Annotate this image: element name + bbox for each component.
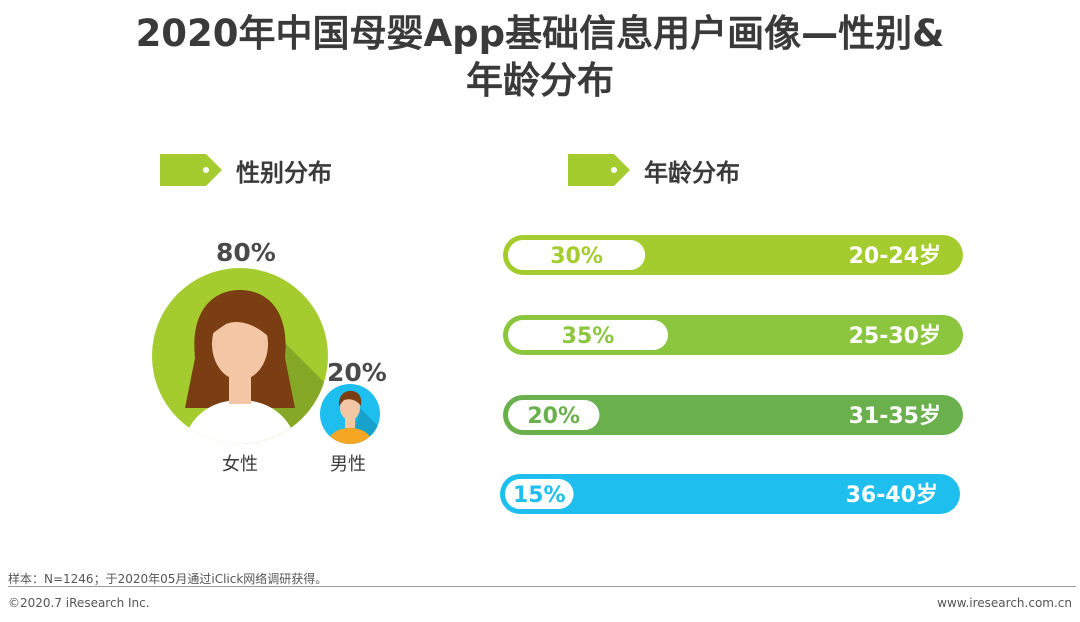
section-label-age: 年龄分布 [644, 158, 740, 187]
gender-illustration [152, 268, 380, 444]
male-avatar-icon [320, 384, 380, 444]
arrow-tag-icon [160, 154, 222, 186]
arrow-tag-icon [568, 154, 630, 186]
age-bar-value-pill [508, 400, 600, 430]
age-bar-percent-label: 20% [527, 404, 580, 429]
age-bar-category-label: 20-24岁 [849, 243, 941, 269]
section-header-gender: 性别分布 [160, 152, 332, 188]
section-header-age: 年龄分布 [568, 152, 740, 188]
age-bar-value-pill [508, 320, 668, 350]
age-bar-value-pill [505, 479, 574, 509]
male-label: 男性 [330, 454, 366, 475]
age-bar-value-pill [508, 240, 646, 270]
age-bar-percent-label: 15% [513, 483, 566, 508]
male-percent: 20% [327, 358, 387, 387]
website: www.iresearch.com.cn [937, 596, 1072, 610]
female-percent: 80% [216, 238, 276, 267]
sample-footnote: 样本：N=1246；于2020年05月通过iClick网络调研获得。 [8, 572, 328, 586]
age-bar [503, 395, 963, 435]
female-label: 女性 [222, 454, 258, 475]
title-line-1: 2020年中国母婴App基础信息用户画像—性别& [135, 12, 945, 55]
age-bar-category-label: 31-35岁 [849, 403, 941, 429]
footer-divider [8, 586, 1076, 587]
age-bar-category-label: 25-30岁 [849, 323, 941, 349]
chart-title: 2020年中国母婴App基础信息用户画像—性别& 年龄分布 [0, 10, 1080, 104]
title-line-2: 年龄分布 [466, 59, 614, 102]
section-label-gender: 性别分布 [236, 158, 332, 187]
age-bar [500, 474, 960, 514]
copyright: ©2020.7 iResearch Inc. [8, 596, 150, 610]
age-bar-category-label: 36-40岁 [846, 482, 938, 508]
age-bar-percent-label: 35% [562, 324, 615, 349]
age-bar-percent-label: 30% [550, 244, 603, 269]
